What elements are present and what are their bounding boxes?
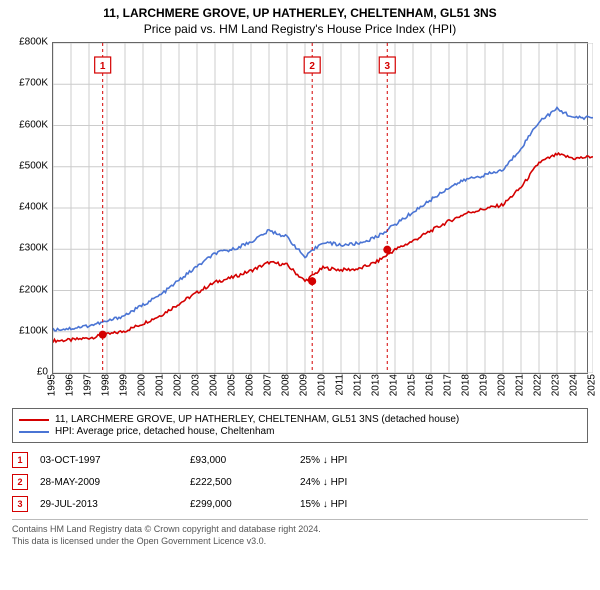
title-subtitle: Price paid vs. HM Land Registry's House … (6, 22, 594, 36)
sale-price: £93,000 (190, 455, 300, 466)
divider (12, 519, 588, 520)
footer: Contains HM Land Registry data © Crown c… (12, 524, 588, 547)
x-tick-label: 2023 (551, 374, 562, 396)
x-tick-label: 1995 (47, 374, 58, 396)
sale-marker-icon: 1 (12, 452, 28, 468)
x-tick-label: 2008 (281, 374, 292, 396)
sale-delta: 24% ↓ HPI (300, 477, 588, 488)
legend-swatch (19, 431, 49, 433)
y-tick-label: £100K (19, 325, 48, 336)
x-tick-label: 2012 (353, 374, 364, 396)
x-tick-label: 2005 (227, 374, 238, 396)
x-tick-label: 2014 (389, 374, 400, 396)
footer-line: This data is licensed under the Open Gov… (12, 536, 588, 548)
sale-row: 2 28-MAY-2009 £222,500 24% ↓ HPI (12, 471, 588, 493)
x-tick-label: 2015 (407, 374, 418, 396)
svg-text:3: 3 (384, 61, 390, 72)
legend-row: 11, LARCHMERE GROVE, UP HATHERLEY, CHELT… (19, 414, 581, 425)
y-tick-label: £400K (19, 202, 48, 213)
y-tick-label: £600K (19, 119, 48, 130)
footer-line: Contains HM Land Registry data © Crown c… (12, 524, 588, 536)
legend-row: HPI: Average price, detached house, Chel… (19, 426, 581, 437)
sale-delta: 15% ↓ HPI (300, 499, 588, 510)
x-tick-label: 1996 (65, 374, 76, 396)
legend-label: 11, LARCHMERE GROVE, UP HATHERLEY, CHELT… (55, 414, 459, 425)
x-tick-label: 2020 (497, 374, 508, 396)
x-tick-label: 2004 (209, 374, 220, 396)
x-tick-label: 2019 (479, 374, 490, 396)
plot-area: £0£100K£200K£300K£400K£500K£600K£700K£80… (6, 42, 594, 372)
x-tick-label: 2000 (137, 374, 148, 396)
x-tick-label: 1999 (119, 374, 130, 396)
plot: 1 2 3 (52, 42, 588, 374)
sale-row: 3 29-JUL-2013 £299,000 15% ↓ HPI (12, 493, 588, 515)
x-tick-label: 2022 (533, 374, 544, 396)
x-tick-label: 2025 (587, 374, 598, 396)
sale-delta: 25% ↓ HPI (300, 455, 588, 466)
x-tick-label: 2007 (263, 374, 274, 396)
sales-table: 1 03-OCT-1997 £93,000 25% ↓ HPI 2 28-MAY… (12, 449, 588, 515)
sale-row: 1 03-OCT-1997 £93,000 25% ↓ HPI (12, 449, 588, 471)
x-tick-label: 2011 (335, 374, 346, 396)
x-axis-labels: 1995199619971998199920002001200220032004… (52, 372, 592, 406)
x-tick-label: 1998 (101, 374, 112, 396)
x-tick-label: 2002 (173, 374, 184, 396)
sale-date: 28-MAY-2009 (40, 477, 190, 488)
legend-label: HPI: Average price, detached house, Chel… (55, 426, 274, 437)
svg-text:1: 1 (100, 61, 106, 72)
x-tick-label: 1997 (83, 374, 94, 396)
x-tick-label: 2016 (425, 374, 436, 396)
y-tick-label: £800K (19, 37, 48, 48)
sale-date: 29-JUL-2013 (40, 499, 190, 510)
x-tick-label: 2006 (245, 374, 256, 396)
title-block: 11, LARCHMERE GROVE, UP HATHERLEY, CHELT… (6, 6, 594, 36)
y-tick-label: £500K (19, 160, 48, 171)
x-tick-label: 2021 (515, 374, 526, 396)
legend-swatch (19, 419, 49, 421)
x-tick-label: 2010 (317, 374, 328, 396)
sale-marker-icon: 2 (12, 474, 28, 490)
x-tick-label: 2017 (443, 374, 454, 396)
svg-text:2: 2 (309, 61, 315, 72)
x-tick-label: 2009 (299, 374, 310, 396)
sale-date: 03-OCT-1997 (40, 455, 190, 466)
x-tick-label: 2001 (155, 374, 166, 396)
x-tick-label: 2013 (371, 374, 382, 396)
x-tick-label: 2018 (461, 374, 472, 396)
y-tick-label: £300K (19, 243, 48, 254)
sale-price: £222,500 (190, 477, 300, 488)
x-tick-label: 2003 (191, 374, 202, 396)
sale-price: £299,000 (190, 499, 300, 510)
x-tick-label: 2024 (569, 374, 580, 396)
legend: 11, LARCHMERE GROVE, UP HATHERLEY, CHELT… (12, 408, 588, 443)
y-axis-labels: £0£100K£200K£300K£400K£500K£600K£700K£80… (6, 42, 50, 372)
title-address: 11, LARCHMERE GROVE, UP HATHERLEY, CHELT… (6, 6, 594, 20)
sale-marker-icon: 3 (12, 496, 28, 512)
plot-svg: 1 2 3 (53, 43, 593, 373)
y-tick-label: £700K (19, 78, 48, 89)
chart-container: 11, LARCHMERE GROVE, UP HATHERLEY, CHELT… (0, 0, 600, 555)
y-tick-label: £200K (19, 284, 48, 295)
